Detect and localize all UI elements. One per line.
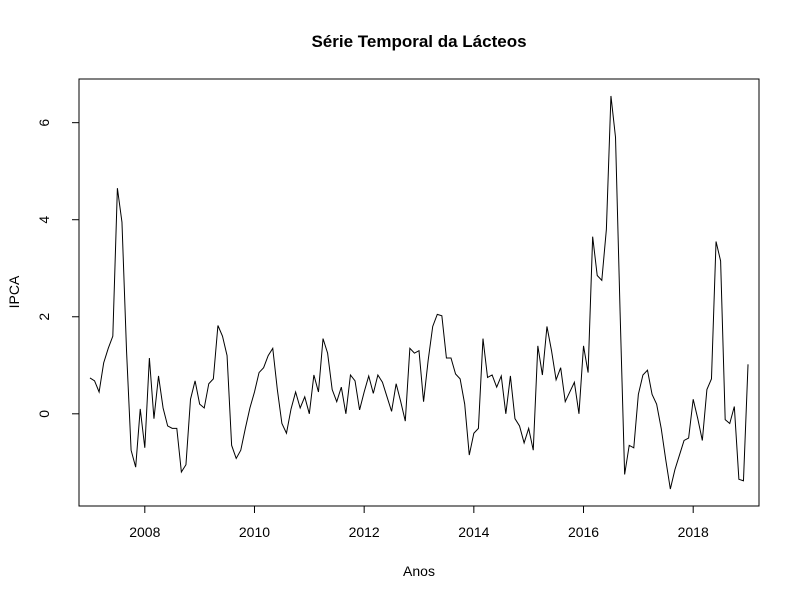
y-tick-label: 2 — [36, 313, 52, 321]
y-axis: 0 2 4 6 — [36, 119, 80, 418]
y-tick-label: 0 — [36, 410, 52, 418]
x-axis-label: Anos — [403, 563, 435, 579]
x-tick-label: 2016 — [568, 524, 599, 540]
x-axis: 2008 2010 2012 2014 2016 2018 — [129, 505, 709, 540]
y-axis-label: IPCA — [6, 275, 22, 308]
x-tick-label: 2014 — [458, 524, 489, 540]
series-line — [89, 95, 749, 490]
chart-title: Série Temporal da Lácteos — [311, 32, 526, 51]
x-tick-label: 2018 — [678, 524, 709, 540]
x-tick-label: 2010 — [239, 524, 270, 540]
x-tick-label: 2008 — [129, 524, 160, 540]
y-tick-label: 6 — [36, 119, 52, 127]
plot-frame — [78, 78, 760, 507]
x-tick-label: 2012 — [349, 524, 380, 540]
y-tick-label: 4 — [36, 216, 52, 224]
